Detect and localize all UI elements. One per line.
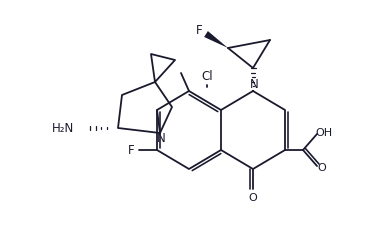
Polygon shape [204,31,228,48]
Text: Cl: Cl [201,70,213,83]
Text: H₂N: H₂N [52,122,74,134]
Text: O: O [249,193,257,203]
Text: O: O [318,163,327,173]
Text: F: F [128,145,134,158]
Text: F: F [196,24,202,36]
Text: N: N [250,79,258,91]
Text: N: N [157,131,165,145]
Text: OH: OH [315,128,333,138]
